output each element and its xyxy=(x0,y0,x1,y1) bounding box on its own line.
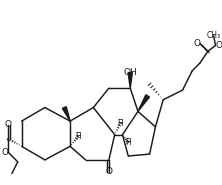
Text: OH: OH xyxy=(123,68,137,77)
Text: O: O xyxy=(193,39,200,48)
Polygon shape xyxy=(138,95,149,111)
Text: CH₃: CH₃ xyxy=(206,31,221,40)
Text: O: O xyxy=(4,120,12,130)
Polygon shape xyxy=(128,73,132,88)
Text: H̅: H̅ xyxy=(118,119,123,127)
Text: O: O xyxy=(1,148,8,157)
Text: O: O xyxy=(216,41,222,50)
Text: H̅: H̅ xyxy=(75,132,81,141)
Text: H̅: H̅ xyxy=(125,138,131,147)
Text: O: O xyxy=(105,167,112,176)
Polygon shape xyxy=(62,107,70,121)
